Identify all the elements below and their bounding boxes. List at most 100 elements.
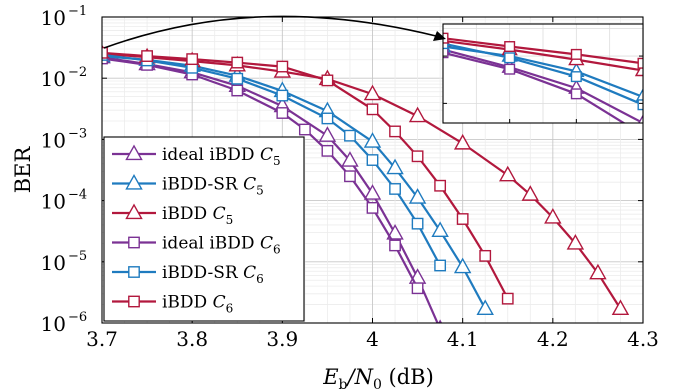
y-tick-label: 10 [41,128,66,152]
square-marker [637,99,643,111]
legend-item: ideal iBDD C6 [112,234,281,257]
y-tick-label: 10 [41,312,66,336]
square-marker [504,52,516,64]
y-axis-label: BER [11,146,35,194]
legend-label: iBDD-SR C6 [162,263,264,286]
x-tick-label: 3.7 [86,327,118,351]
square-marker [434,179,447,192]
y-tick-exponent: −6 [68,310,87,325]
legend-item: iBDD-SR C6 [112,263,264,286]
y-tick-label: 10 [41,67,66,91]
y-tick-exponent: −4 [68,188,87,203]
x-tick-label: 4.3 [627,327,659,351]
square-marker [231,72,244,85]
legend-item: iBDD-SR C5 [112,174,264,198]
x-tick-label: 4.1 [447,327,479,351]
inset-series-layer [443,31,643,123]
series-layer [102,44,630,323]
triangle-marker [453,133,472,150]
square-marker [276,107,289,119]
square-marker [389,125,401,138]
inset-series-line [443,39,643,72]
triangle-marker [408,188,427,204]
triangle-marker [521,185,540,201]
triangle-marker [638,114,643,123]
triangle-marker [589,263,607,280]
legend-label: ideal iBDD C5 [162,145,281,168]
square-marker [231,84,244,97]
inset-plot [442,23,644,124]
triangle-marker [125,203,143,220]
x-tick-label: 3.8 [176,327,208,351]
square-marker [411,217,424,230]
series-3 [102,52,424,295]
legend-item: iBDD C6 [112,293,233,316]
triangle-marker [453,257,472,274]
triangle-marker [544,207,562,224]
x-tick-label: 4.2 [537,327,569,351]
triangle-marker [634,87,643,103]
square-marker [389,183,401,195]
square-marker [366,103,379,116]
square-marker [128,236,140,249]
arrow-head [433,31,446,41]
legend-label: iBDD C5 [162,204,233,227]
square-marker [504,63,516,75]
y-tick-label: 10 [41,251,66,275]
square-marker [276,60,289,73]
triangle-marker [476,299,494,316]
triangle-marker [431,221,449,238]
triangle-marker [363,184,382,200]
square-marker [366,201,379,214]
square-marker [321,74,334,87]
square-marker [570,71,582,83]
square-marker [389,239,401,252]
inset-series-line [443,37,643,65]
square-marker [298,123,311,136]
triangle-marker [125,174,143,190]
triangle-marker [125,144,143,161]
triangle-marker [499,165,517,182]
zoom-arrow [103,15,446,49]
legend-label: ideal iBDD C6 [162,234,281,257]
axis-labels: BER Eb/N0 (dB) [11,146,434,389]
y-tick-exponent: −1 [68,4,87,19]
square-marker [276,89,289,102]
square-marker [344,170,356,183]
legend-label: iBDD C6 [162,293,233,316]
square-marker [231,56,244,69]
square-marker [186,53,199,66]
square-marker [637,57,643,69]
inset-series-3 [443,47,626,123]
x-tick-label: 3.9 [266,327,298,351]
legend-item: ideal iBDD C5 [112,144,281,168]
x-tick-label: 4 [366,327,379,351]
triangle-marker [386,224,404,240]
square-marker [128,266,140,278]
square-marker [501,292,514,305]
square-marker [321,112,334,125]
legend: ideal iBDD C5 iBDD-SR C5 iBDD C5 ideal iBDD… [103,136,305,322]
arrow-curve [103,15,437,49]
square-marker [366,154,379,166]
y-tick-exponent: −5 [68,249,87,264]
y-tick-exponent: −2 [68,65,87,80]
square-marker [344,129,356,142]
triangle-marker [386,158,404,175]
legend-item: iBDD C5 [112,203,233,227]
triangle-marker [408,106,427,123]
x-axis-label: Eb/N0 (dB) [322,365,434,389]
y-tick-label: 10 [41,190,66,214]
square-marker [570,48,582,60]
square-marker [128,295,140,308]
inset-series-5 [443,32,643,69]
y-tick-label: 10 [41,6,66,30]
series-5 [102,46,514,305]
triangle-marker [363,84,382,101]
square-marker [570,88,582,100]
square-marker [321,144,334,157]
square-marker [456,213,469,225]
square-marker [504,41,516,53]
square-marker [411,150,424,163]
